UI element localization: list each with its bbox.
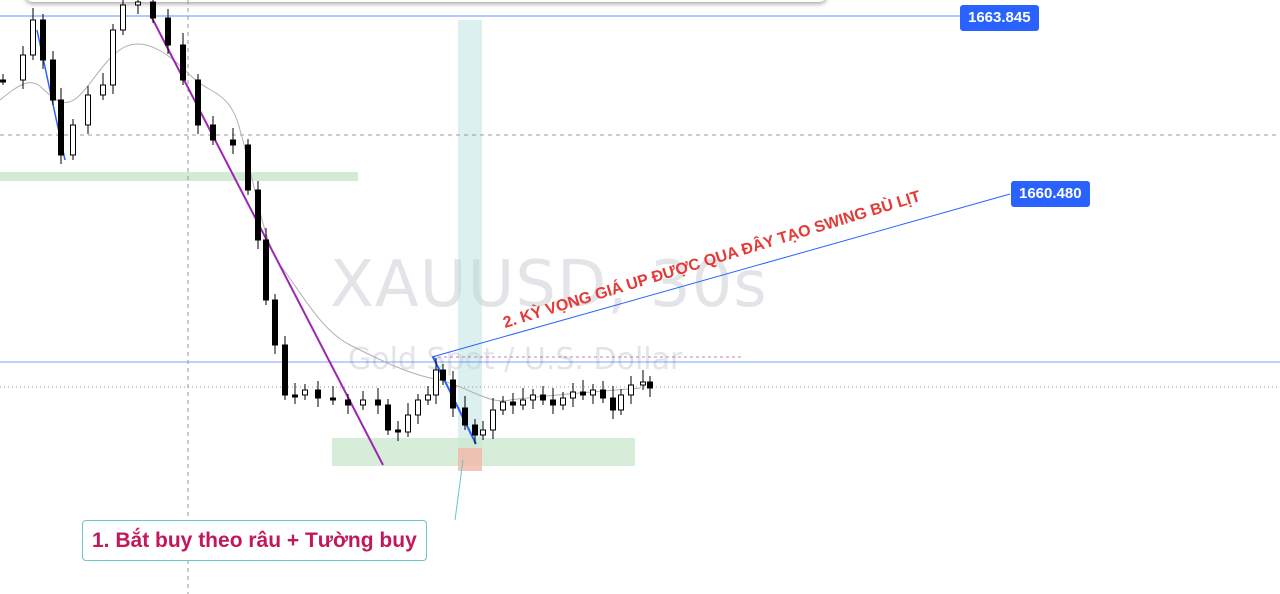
callout-connector bbox=[454, 459, 464, 521]
candle-body bbox=[540, 394, 546, 401]
candle-body bbox=[628, 384, 634, 396]
vertical-band bbox=[458, 20, 482, 450]
candle-body bbox=[570, 391, 576, 399]
candle-body bbox=[85, 94, 91, 126]
candle-body bbox=[530, 394, 536, 401]
candle-body bbox=[462, 407, 468, 426]
moving-average-line bbox=[0, 43, 641, 402]
candle-body bbox=[610, 397, 616, 411]
candle-body bbox=[110, 29, 116, 86]
candle-body bbox=[647, 381, 653, 389]
candlestick-series bbox=[0, 0, 653, 444]
candle-body bbox=[360, 399, 366, 406]
candle-body bbox=[0, 79, 6, 83]
toolbar-panel-edge bbox=[25, 0, 827, 2]
price-label-target[interactable]: 1660.480 bbox=[1011, 181, 1090, 207]
candle-body bbox=[618, 394, 624, 411]
candle-body bbox=[230, 139, 236, 146]
buy-zone bbox=[332, 438, 635, 466]
candle-body bbox=[20, 54, 26, 81]
candle-body bbox=[415, 399, 421, 416]
candle-body bbox=[58, 99, 64, 156]
candle-body bbox=[425, 394, 431, 401]
candle-body bbox=[282, 344, 288, 396]
candle-body bbox=[395, 429, 401, 433]
candle-body bbox=[375, 399, 381, 406]
candle-body bbox=[263, 239, 269, 301]
candle-body bbox=[433, 369, 439, 396]
candle-body bbox=[472, 424, 478, 436]
candle-body bbox=[315, 389, 321, 399]
target-trend-line[interactable] bbox=[431, 193, 1011, 358]
candle-body bbox=[345, 399, 351, 406]
candle-body bbox=[180, 44, 186, 81]
candle-body bbox=[70, 124, 76, 156]
candle-body bbox=[40, 19, 46, 61]
candle-body bbox=[520, 399, 526, 406]
candle-body bbox=[195, 79, 201, 126]
candle-body bbox=[590, 389, 596, 396]
candle-body bbox=[490, 409, 496, 431]
entry-note[interactable]: 1. Bắt buy theo râu + Tường buy bbox=[82, 520, 427, 561]
entry-zone bbox=[458, 448, 482, 471]
resistance-zone bbox=[0, 172, 358, 181]
candle-body bbox=[500, 401, 506, 411]
candle-body bbox=[272, 299, 278, 346]
expectation-note[interactable]: 2. KỲ VỌNG GIÁ UP ĐƯỢC QUA ĐÂY TẠO SWING… bbox=[501, 186, 923, 332]
candle-body bbox=[302, 389, 308, 396]
candle-body bbox=[640, 381, 646, 386]
candle-body bbox=[550, 399, 556, 406]
candle-body bbox=[255, 189, 261, 241]
candle-body bbox=[480, 429, 486, 436]
candle-body bbox=[100, 84, 106, 96]
candle-body bbox=[330, 397, 336, 401]
candle-body bbox=[580, 391, 586, 396]
candle-body bbox=[600, 389, 606, 399]
candle-body bbox=[405, 414, 411, 433]
candle-body bbox=[510, 401, 516, 406]
price-label-upper[interactable]: 1663.845 bbox=[960, 5, 1039, 31]
candle-body bbox=[385, 404, 391, 431]
candle-body bbox=[210, 124, 216, 141]
candle-body bbox=[440, 369, 446, 381]
candle-body bbox=[135, 1, 141, 6]
candle-body bbox=[165, 17, 171, 46]
candle-body bbox=[150, 1, 156, 19]
candle-body bbox=[560, 397, 566, 406]
candle-body bbox=[450, 379, 456, 409]
candle-body bbox=[292, 394, 298, 398]
candle-body bbox=[30, 19, 36, 56]
candle-body bbox=[120, 4, 126, 31]
candle-body bbox=[50, 59, 56, 101]
candle-body bbox=[245, 144, 251, 191]
